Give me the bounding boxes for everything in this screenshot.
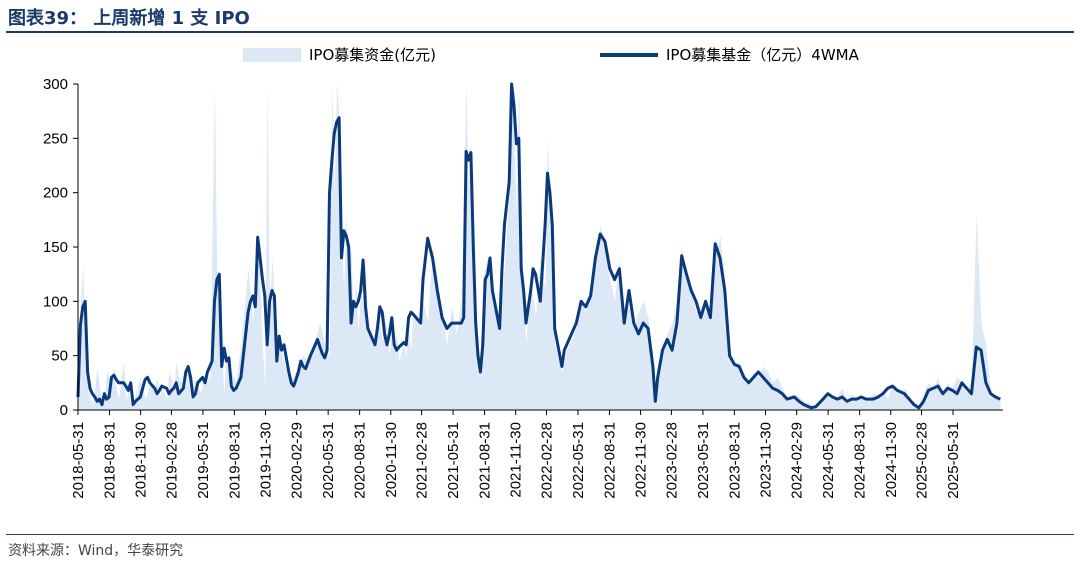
x-tick-label: 2025-02-28: [914, 422, 931, 499]
y-tick-label: 250: [43, 130, 68, 147]
x-tick-label: 2021-02-28: [414, 422, 431, 499]
x-tick-label: 2021-11-30: [508, 422, 525, 498]
x-tick-label: 2024-08-31: [852, 422, 869, 499]
legend-swatch-line: [600, 52, 658, 57]
x-tick-label: 2022-02-28: [538, 422, 555, 499]
x-tick-label: 2023-11-30: [758, 422, 775, 498]
x-tick-label: 2024-02-29: [789, 422, 806, 499]
legend-label-line: IPO募集基金（亿元）4WMA: [666, 46, 859, 64]
y-tick-label: 150: [43, 239, 68, 256]
y-tick-label: 200: [43, 185, 68, 202]
legend-item-area: IPO募集资金(亿元): [243, 44, 436, 65]
x-tick-label: 2020-05-31: [320, 422, 337, 499]
source-note: 资料来源：Wind，华泰研究: [8, 543, 184, 559]
x-tick-label: 2018-08-31: [101, 422, 118, 499]
chart-legend: IPO募集资金(亿元) IPO募集基金（亿元）4WMA: [0, 44, 1080, 70]
x-tick-label: 2018-05-31: [70, 422, 87, 499]
x-tick-label: 2023-02-28: [663, 422, 680, 499]
legend-swatch-area: [243, 47, 301, 62]
x-tick-label: 2024-05-31: [820, 422, 837, 499]
x-tick-label: 2019-08-31: [226, 422, 243, 499]
x-tick-label: 2019-05-31: [195, 422, 212, 499]
x-tick-label: 2020-08-31: [352, 422, 369, 499]
x-tick-label: 2021-08-31: [477, 422, 494, 499]
x-tick-label: 2022-08-31: [601, 422, 618, 499]
y-tick-label: 100: [43, 293, 68, 310]
legend-item-line: IPO募集基金（亿元）4WMA: [600, 44, 859, 65]
x-tick-label: 2022-05-31: [570, 422, 587, 499]
x-tick-label: 2023-08-31: [726, 422, 743, 499]
series-line-ipo-4wma: [76, 82, 1001, 410]
footer-divider: [6, 534, 1074, 535]
x-tick-label: 2020-02-29: [289, 422, 306, 499]
legend-label-area: IPO募集资金(亿元): [309, 46, 436, 64]
y-tick-label: 300: [43, 76, 68, 93]
x-tick-label: 2022-11-30: [633, 422, 650, 498]
x-tick-label: 2019-02-28: [163, 422, 180, 499]
x-tick-label: 2025-05-31: [945, 422, 962, 499]
x-tick-label: 2023-05-31: [695, 422, 712, 499]
y-tick-label: 0: [60, 402, 68, 419]
chart-title: 图表39： 上周新增 1 支 IPO: [8, 8, 250, 29]
x-tick-label: 2020-11-30: [383, 422, 400, 498]
x-tick-label: 2024-11-30: [883, 422, 900, 498]
x-tick-label: 2018-11-30: [133, 422, 150, 498]
title-divider: [6, 31, 1074, 33]
series-area-ipo-proceeds: [78, 84, 1001, 410]
y-tick-label: 50: [51, 348, 68, 365]
x-tick-label: 2021-05-31: [445, 422, 462, 499]
x-tick-label: 2019-11-30: [258, 422, 275, 498]
